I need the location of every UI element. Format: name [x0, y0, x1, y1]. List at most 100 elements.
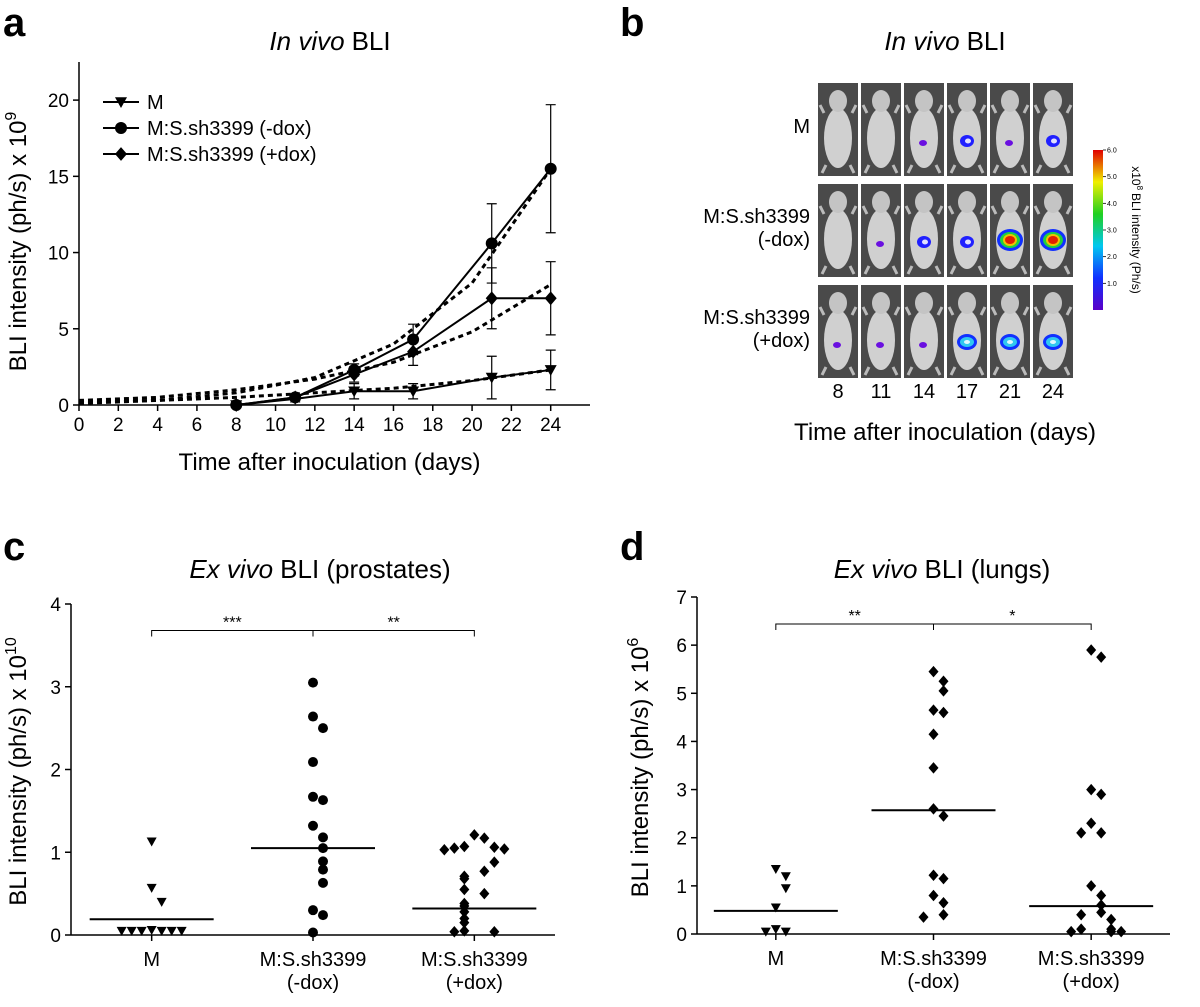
title-italic: Ex vivo	[834, 554, 918, 584]
marker	[544, 365, 557, 376]
significance-label: **	[848, 608, 860, 625]
marker	[770, 865, 781, 875]
marker	[928, 803, 939, 815]
marker	[146, 883, 157, 893]
title-text: BLI (lungs)	[925, 554, 1051, 584]
row-label: M:S.sh3399 (-dox)	[703, 206, 810, 251]
colorbar-tick-label: 6.0	[1107, 148, 1117, 155]
mouse-head	[1044, 292, 1062, 314]
marker	[918, 911, 929, 923]
y-axis-label: BLI intensity (ph/s) x 109	[3, 112, 32, 372]
panel-label: c	[3, 525, 25, 569]
marker	[1096, 788, 1107, 801]
marker	[770, 925, 781, 935]
marker	[449, 842, 460, 854]
y-tick-label: 0	[58, 396, 69, 417]
mouse-body	[824, 108, 852, 168]
series-line	[236, 297, 551, 406]
colorbar-tick-label: 3.0	[1107, 228, 1117, 235]
mouse-body	[996, 108, 1024, 168]
marker	[156, 897, 167, 907]
marker	[348, 367, 361, 382]
mouse-limbs	[818, 306, 858, 376]
marker	[449, 925, 460, 938]
x-tick-label: 6	[192, 415, 203, 436]
mouse-head	[872, 191, 890, 213]
marker	[1076, 827, 1087, 839]
marker	[938, 908, 949, 921]
marker	[780, 927, 791, 937]
significance-bracket	[312, 629, 475, 637]
x-tick-label: 18	[422, 415, 443, 436]
y-tick-label: 5	[676, 684, 687, 705]
marker	[308, 905, 318, 916]
legend-label: M:S.sh3399 (+dox)	[147, 144, 317, 166]
marker	[230, 398, 243, 412]
marker	[928, 665, 939, 678]
x-tick-label: 22	[501, 415, 522, 436]
marker	[928, 762, 939, 774]
mouse-limbs	[904, 104, 944, 174]
mouse-head	[829, 191, 847, 213]
marker	[439, 844, 450, 856]
marker	[760, 927, 771, 937]
marker	[115, 147, 127, 161]
signal	[964, 340, 970, 344]
panel-title: In vivo BLI	[269, 26, 390, 56]
mouse-limbs	[818, 205, 858, 275]
y-label-text: BLI intensity (ph/s) x 10	[5, 121, 32, 372]
marker	[485, 372, 498, 384]
column-label: 14	[913, 381, 935, 403]
mouse-limbs	[947, 205, 987, 275]
row-label: M	[793, 116, 810, 138]
signal	[833, 342, 841, 348]
mouse-limbs	[904, 306, 944, 376]
y-tick-label: 7	[676, 588, 687, 609]
signal	[965, 239, 971, 245]
mouse-head	[958, 191, 976, 213]
x-tick-label: M:S.sh3399 (+dox)	[1037, 948, 1145, 993]
mouse-limbs	[1033, 306, 1073, 376]
title-italic: Ex vivo	[189, 554, 273, 584]
mouse-head	[915, 90, 933, 112]
y-tick-label: 5	[58, 320, 69, 341]
significance-label: *	[1009, 608, 1015, 625]
marker	[780, 872, 791, 882]
marker	[1086, 644, 1097, 656]
marker	[308, 820, 318, 831]
marker	[485, 237, 498, 250]
mouse-limbs	[990, 306, 1030, 376]
signal	[1005, 236, 1015, 244]
row-label: M:S.sh3399 (+dox)	[703, 307, 810, 352]
column-label: 21	[999, 381, 1021, 403]
mouse-limbs	[861, 306, 901, 376]
x-tick-label: 4	[152, 415, 163, 436]
y-tick-label: 0	[50, 926, 61, 947]
signal	[1048, 236, 1058, 244]
marker	[1096, 651, 1107, 663]
mouse-head	[1001, 90, 1019, 112]
marker	[928, 889, 939, 902]
marker	[1116, 925, 1127, 938]
title-italic: In vivo	[269, 26, 344, 56]
y-label-exponent: 9	[3, 112, 20, 121]
marker	[318, 723, 328, 734]
significance-bracket	[933, 623, 1092, 630]
marker	[1106, 925, 1117, 938]
mouse-head	[1001, 191, 1019, 213]
title-text: BLI	[352, 26, 391, 56]
marker	[499, 843, 510, 855]
marker	[318, 877, 328, 888]
mouse-head	[872, 292, 890, 314]
x-tick-label: 10	[265, 415, 286, 436]
y-tick-label: 4	[676, 732, 687, 753]
mouse-head	[829, 90, 847, 112]
mouse-limbs	[990, 205, 1030, 275]
marker	[489, 925, 500, 938]
mouse-head	[915, 191, 933, 213]
marker	[928, 869, 939, 882]
mouse-head	[958, 90, 976, 112]
marker	[116, 926, 127, 936]
y-tick-label: 20	[48, 91, 69, 112]
